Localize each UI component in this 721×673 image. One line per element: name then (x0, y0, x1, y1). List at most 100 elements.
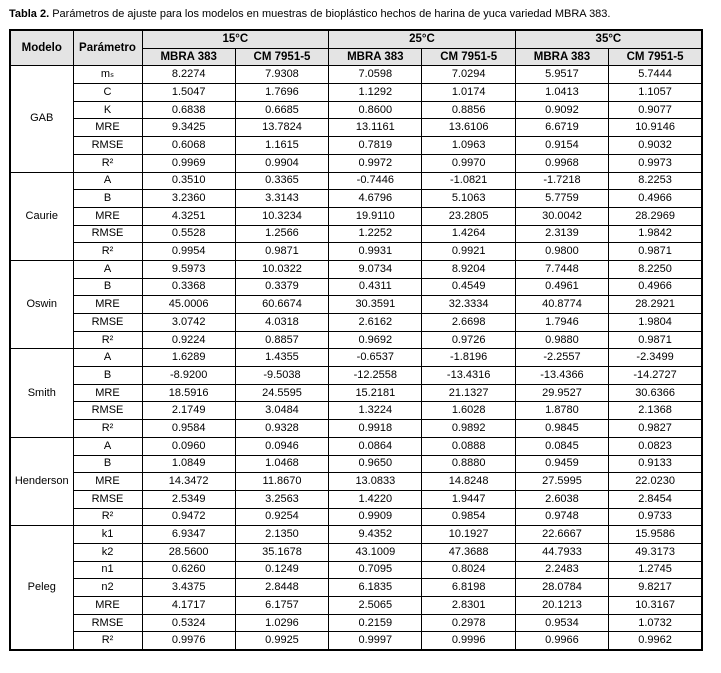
table-row: B 1.0849 1.0468 0.9650 0.8880 0.9459 0.9133 (10, 454, 703, 474)
param-name: RMSE (72, 224, 143, 244)
value-cell: 15.2181 (328, 383, 423, 403)
value-cell: 0.9328 (234, 419, 330, 438)
header-modelo: Modelo (9, 29, 74, 67)
value-cell: -13.4316 (421, 366, 516, 385)
table-row: Oswin A 9.5973 10.0322 9.0734 8.9204 7.7448 8.2… (9, 259, 703, 350)
value-cell: 0.9931 (328, 242, 423, 261)
value-cell: -1.0821 (421, 171, 516, 191)
table-row: B -8.9200 -9.5038 -12.2558 -13.4316 -13.4366-… (10, 366, 703, 385)
value-cell: 0.6685 (234, 100, 330, 120)
value-cell: 0.9854 (421, 507, 516, 527)
model-name: Oswin (9, 259, 74, 350)
value-cell: 3.0484 (234, 401, 330, 421)
value-cell: 1.2252 (328, 224, 423, 244)
value-cell: 0.9748 (514, 507, 610, 527)
value-cell: -2.2557 (514, 348, 610, 368)
parameters-table: Modelo Parámetro 15°C 25°C 35°C MBRA 383… (9, 29, 703, 652)
value-cell: 0.6260 (141, 560, 236, 580)
value-cell: 0.9459 (514, 454, 610, 474)
param-name: n2 (72, 578, 143, 597)
value-cell: 3.3143 (234, 189, 330, 208)
table-row: MRE 14.3472 11.8670 13.0833 14.8248 27.5995 22… (10, 472, 703, 491)
param-name: MRE (72, 206, 143, 226)
table-row: MRE 18.5916 24.5595 15.2181 21.1327 29.9527 30… (10, 383, 703, 403)
value-cell: 1.0732 (608, 613, 703, 633)
value-cell: 0.9871 (608, 242, 703, 261)
table-row: R² 0.9472 0.9254 0.9909 0.9854 0.9748 0.9733 (10, 507, 703, 527)
table-row: n2 3.4375 2.8448 6.1835 6.8198 28.0784 9.8217 (10, 578, 703, 597)
value-cell: 8.2250 (608, 259, 703, 279)
table-row: B 3.2360 3.3143 4.6796 5.1063 5.7759 0.4966 (10, 189, 703, 208)
value-cell: 0.9092 (514, 100, 610, 120)
value-cell: 1.9447 (421, 489, 516, 509)
value-cell: 28.2921 (608, 295, 703, 314)
value-cell: 9.0734 (328, 259, 423, 279)
value-cell: 30.0042 (514, 206, 610, 226)
value-cell: 10.0322 (234, 259, 330, 279)
table-row: R² 0.9976 0.9925 0.9997 0.9996 0.9966 0.9962 (10, 631, 703, 651)
value-cell: 0.3368 (141, 277, 236, 297)
value-cell: 8.9204 (421, 259, 516, 279)
value-cell: 4.6796 (328, 189, 423, 208)
value-cell: 3.0742 (141, 313, 236, 332)
model-name: Smith (9, 348, 74, 438)
value-cell: 5.1063 (421, 189, 516, 208)
value-cell: 4.0318 (234, 313, 330, 332)
value-cell: 6.6719 (514, 118, 610, 138)
value-cell: 35.1678 (234, 542, 330, 562)
value-cell: 1.6289 (141, 348, 236, 368)
value-cell: 0.8880 (421, 454, 516, 474)
value-cell: 0.1249 (234, 560, 330, 580)
param-name: B (72, 277, 143, 297)
value-cell: 4.1717 (141, 596, 236, 615)
model-name: Caurie (9, 171, 74, 261)
table-row: K 0.6838 0.6685 0.8600 0.8856 0.9092 0.9077 (10, 100, 703, 120)
value-cell: 15.9586 (608, 525, 703, 544)
value-cell: 10.1927 (421, 525, 516, 544)
value-cell: 0.3365 (234, 171, 330, 191)
value-cell: 0.9254 (234, 507, 330, 527)
param-name: R² (72, 242, 143, 261)
value-cell: 21.1327 (421, 383, 516, 403)
header-sample-cm-15: CM 7951-5 (234, 47, 330, 67)
value-cell: 28.2969 (608, 206, 703, 226)
value-cell: -9.5038 (234, 366, 330, 385)
value-cell: 27.5995 (514, 472, 610, 491)
value-cell: 1.2566 (234, 224, 330, 244)
param-name: A (72, 348, 143, 368)
value-cell: 60.6674 (234, 295, 330, 314)
value-cell: 13.7824 (234, 118, 330, 138)
value-cell: 0.9871 (234, 242, 330, 261)
table-row: MRE 4.1717 6.1757 2.5065 2.8301 20.1213 10.316… (10, 596, 703, 615)
value-cell: 0.9692 (328, 330, 423, 350)
value-cell: 2.6038 (514, 489, 610, 509)
value-cell: 0.8600 (328, 100, 423, 120)
value-cell: 8.2253 (608, 171, 703, 191)
value-cell: 7.9308 (234, 65, 330, 85)
param-name: RMSE (72, 313, 143, 332)
table-row: Henderson A 0.0960 0.0946 0.0864 0.0888 0.0845… (9, 436, 703, 527)
value-cell: 1.6028 (421, 401, 516, 421)
value-cell: 22.0230 (608, 472, 703, 491)
value-cell: 13.0833 (328, 472, 423, 491)
value-cell: 0.9584 (141, 419, 236, 438)
value-cell: 0.8857 (234, 330, 330, 350)
value-cell: 1.0413 (514, 83, 610, 102)
model-name: Henderson (9, 436, 74, 527)
value-cell: 0.9904 (234, 153, 330, 173)
value-cell: 0.9733 (608, 507, 703, 527)
value-cell: 0.4966 (608, 189, 703, 208)
value-cell: 3.2563 (234, 489, 330, 509)
param-name: MRE (72, 383, 143, 403)
value-cell: 0.3510 (141, 171, 236, 191)
value-cell: 0.0864 (328, 436, 423, 456)
value-cell: 6.1835 (328, 578, 423, 597)
param-name: RMSE (72, 613, 143, 633)
value-cell: 0.0888 (421, 436, 516, 456)
value-cell: 0.9966 (514, 631, 610, 651)
value-cell: 0.3379 (234, 277, 330, 297)
value-cell: 6.9347 (141, 525, 236, 544)
value-cell: 9.4352 (328, 525, 423, 544)
value-cell: 1.1057 (608, 83, 703, 102)
table-row: B 0.3368 0.3379 0.4311 0.4549 0.4961 0.4966 (10, 277, 703, 297)
